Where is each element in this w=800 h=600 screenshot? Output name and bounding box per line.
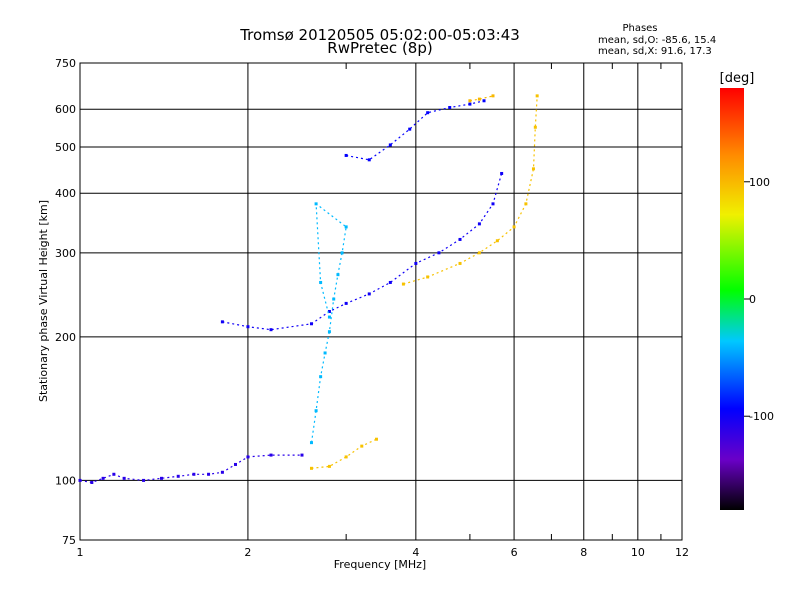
data-point bbox=[300, 453, 304, 457]
data-point bbox=[477, 97, 481, 101]
colorbar-label: [deg] bbox=[720, 71, 755, 86]
series-spread-f-column bbox=[309, 202, 348, 445]
data-point bbox=[388, 280, 392, 284]
data-point bbox=[344, 153, 348, 157]
y-tick-label: 400 bbox=[55, 187, 76, 200]
trace-line bbox=[222, 173, 503, 331]
x-tick-label: 4 bbox=[412, 546, 419, 559]
data-point bbox=[309, 441, 313, 445]
chart-subtitle: RwPretec (8p) bbox=[327, 39, 432, 57]
x-tick-label: 1 bbox=[77, 546, 84, 559]
x-tick-label: 12 bbox=[675, 546, 689, 559]
y-tick-label: 75 bbox=[62, 534, 76, 547]
series-x-trace-e-region bbox=[309, 437, 378, 470]
phases-x-stats: mean, sd,X: 91.6, 17.3 bbox=[598, 46, 712, 57]
series-o-trace-e-region bbox=[78, 453, 304, 484]
y-tick-label: 600 bbox=[55, 103, 76, 116]
data-point bbox=[314, 409, 318, 413]
y-axis-label: Stationary phase Virtual Height [km] bbox=[37, 200, 50, 402]
y-tick-label: 200 bbox=[55, 331, 76, 344]
colorbar-ticks: 100 0 -100 bbox=[744, 176, 774, 423]
grid bbox=[80, 63, 682, 540]
data-point bbox=[269, 328, 273, 332]
data-point bbox=[388, 143, 392, 147]
data-point bbox=[367, 158, 371, 162]
x-tick-label: 6 bbox=[511, 546, 518, 559]
data-point bbox=[374, 437, 378, 441]
data-point bbox=[101, 476, 105, 480]
data-point bbox=[531, 167, 535, 171]
colorbar-tick-label: 0 bbox=[749, 293, 756, 306]
data-point bbox=[344, 455, 348, 459]
colorbar-tick-label: 100 bbox=[749, 176, 770, 189]
data-point bbox=[327, 330, 331, 334]
data-point bbox=[426, 111, 430, 115]
series-o-trace-f2-multihop bbox=[344, 99, 486, 162]
series-o-trace-f1-region bbox=[220, 171, 504, 332]
y-tick-label: 300 bbox=[55, 247, 76, 260]
data-point bbox=[269, 453, 273, 457]
series-x-trace-f-region bbox=[401, 94, 539, 286]
x-axis: 1 2 4 6 8 10 12 bbox=[77, 63, 689, 559]
data-point bbox=[344, 225, 348, 229]
x-tick-label: 2 bbox=[244, 546, 251, 559]
colorbar bbox=[720, 88, 744, 510]
y-axis: 75 100 200 300 400 500 600 750 bbox=[55, 57, 76, 547]
phases-title: Phases bbox=[622, 23, 657, 34]
data-point bbox=[408, 127, 412, 131]
data-point bbox=[340, 251, 344, 255]
colorbar-tick-label: -100 bbox=[749, 410, 774, 423]
data-point bbox=[327, 464, 331, 468]
trace-line bbox=[79, 454, 302, 484]
x-tick-label: 8 bbox=[580, 546, 587, 559]
data-point bbox=[535, 94, 539, 98]
data-points bbox=[78, 94, 539, 484]
y-tick-label: 100 bbox=[55, 474, 76, 487]
x-axis-label: Frequency [MHz] bbox=[334, 558, 426, 571]
trace-line bbox=[310, 202, 347, 443]
data-point bbox=[500, 171, 504, 175]
y-tick-label: 750 bbox=[55, 57, 76, 70]
trace-line bbox=[346, 100, 485, 161]
y-tick-label: 500 bbox=[55, 141, 76, 154]
data-point bbox=[309, 466, 313, 470]
phases-o-stats: mean, sd,O: -85.6, 15.4 bbox=[598, 35, 716, 46]
chart-title: Tromsø 20120505 05:02:00-05:03:43 bbox=[239, 26, 520, 44]
plot-area bbox=[79, 62, 683, 541]
trace-line bbox=[311, 438, 377, 469]
data-point bbox=[533, 125, 537, 129]
data-point bbox=[477, 251, 481, 255]
series-x-trace-upper bbox=[468, 94, 495, 103]
x-tick-label: 10 bbox=[631, 546, 645, 559]
data-point bbox=[90, 480, 94, 484]
data-point bbox=[160, 476, 164, 480]
data-point bbox=[491, 94, 495, 98]
data-point bbox=[482, 99, 486, 103]
data-point bbox=[495, 239, 499, 243]
